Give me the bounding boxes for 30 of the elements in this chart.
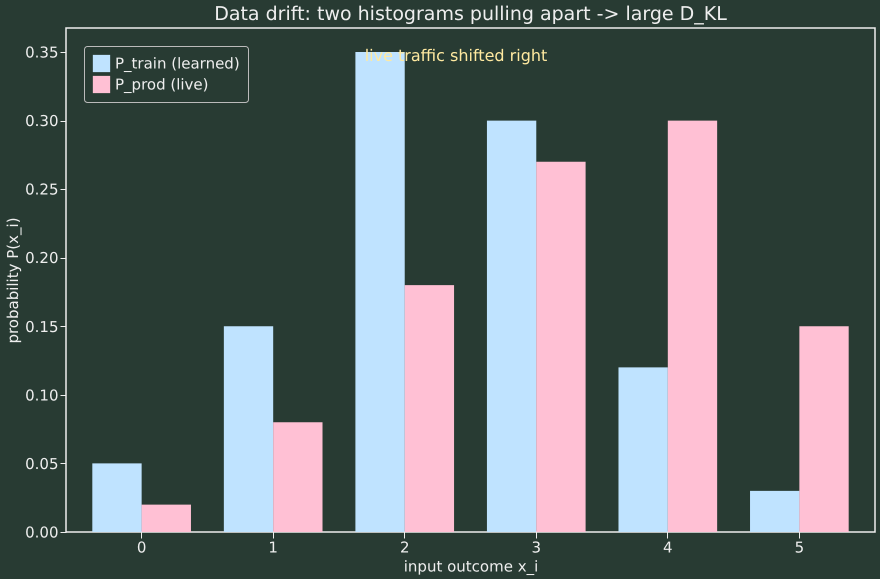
legend-label: P_prod (live): [115, 76, 209, 94]
bar: [142, 504, 191, 532]
bar: [404, 285, 454, 532]
bar: [536, 162, 586, 532]
y-axis-title: probability P(x_i): [4, 217, 22, 344]
chart-title: Data drift: two histograms pulling apart -> large D_KL: [214, 3, 728, 25]
y-tick-label: 0.25: [25, 180, 58, 199]
x-tick-label: 3: [532, 538, 542, 556]
bar: [273, 422, 323, 532]
x-tick-label: 1: [268, 538, 278, 556]
bar: [224, 326, 274, 532]
y-tick-label: 0.35: [25, 44, 58, 62]
x-tick-label: 4: [663, 538, 673, 556]
y-tick-label: 0.15: [25, 318, 58, 336]
y-tick-label: 0.05: [25, 454, 58, 473]
x-tick-label: 5: [794, 538, 804, 556]
y-tick-label: 0.00: [25, 524, 58, 542]
bar: [92, 463, 142, 532]
x-tick-label: 2: [400, 538, 410, 556]
y-tick-label: 0.20: [25, 249, 58, 268]
bar: [750, 490, 800, 532]
bar: [799, 326, 849, 532]
x-tick-label: 0: [136, 538, 146, 556]
legend-label: P_train (learned): [115, 54, 240, 72]
bar: [668, 120, 718, 532]
y-tick-label: 0.30: [25, 112, 58, 130]
bar: [618, 367, 668, 532]
y-tick-label: 0.10: [25, 386, 58, 404]
bar: [486, 120, 536, 532]
x-axis-title: input outcome x_i: [404, 558, 538, 576]
